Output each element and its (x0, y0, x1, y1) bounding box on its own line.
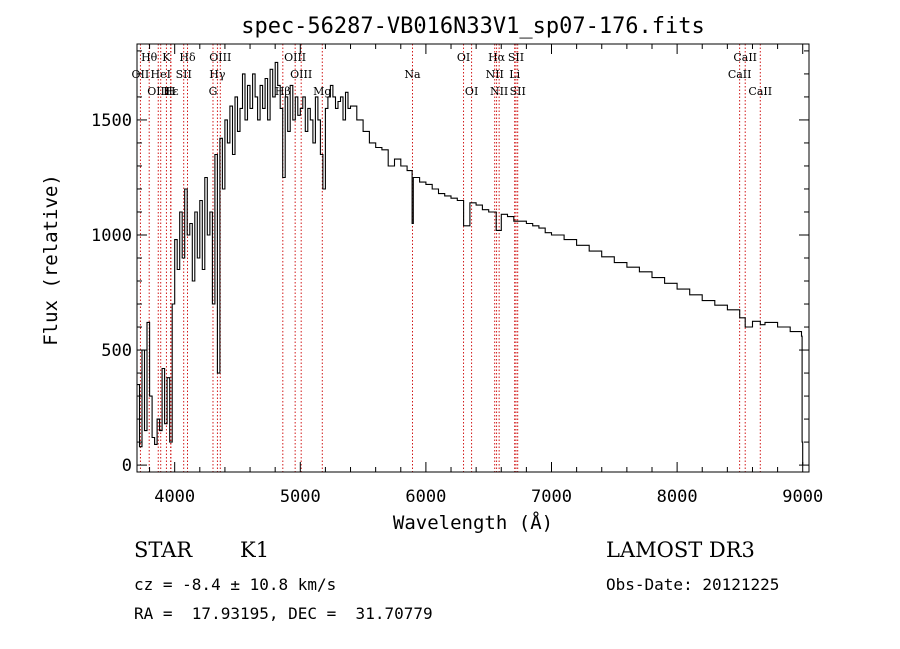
y-axis-label: Flux (relative) (40, 174, 62, 346)
y-tick-label: 1500 (91, 111, 132, 131)
spectral-line-label: CaII (748, 85, 772, 98)
object-subclass: K1 (240, 538, 270, 562)
spectral-line-label: SII (176, 68, 192, 81)
x-tick-label: 8000 (657, 487, 698, 507)
spectral-line-label: SII (508, 51, 524, 64)
spectral-line-label: K (162, 51, 171, 64)
spectral-line-label: CaII (733, 51, 757, 64)
spectral-line-label: Hδ (179, 51, 196, 64)
spectral-line-label: OIII (284, 51, 306, 64)
spectral-line-label: OIII (147, 85, 169, 98)
spectral-line-label: NII (486, 68, 504, 81)
x-tick-label: 7000 (531, 487, 572, 507)
x-tick-label: 5000 (280, 487, 321, 507)
x-tick-label: 9000 (782, 487, 823, 507)
x-tick-label: 4000 (154, 487, 195, 507)
spectral-line-label: OIII (209, 51, 231, 64)
spectral-line-label: Mg (313, 85, 331, 98)
coordinates: RA = 17.93195, DEC = 31.70779 (134, 604, 433, 623)
spectral-line-label: HeI (151, 68, 171, 81)
x-tick-label: 6000 (405, 487, 446, 507)
survey-name: LAMOST DR3 (606, 538, 755, 562)
spectral-line-label: Hα (488, 51, 506, 64)
spectral-line-label: Hθ (141, 51, 158, 64)
spectral-line-label: SII (510, 85, 526, 98)
spectral-line-label: Hγ (209, 68, 226, 81)
spectral-line-label: Na (404, 68, 421, 81)
spectral-line-label: Li (509, 68, 520, 81)
object-class: STAR (134, 538, 193, 562)
y-tick-label: 1000 (91, 226, 132, 246)
x-axis-label: Wavelength (Å) (393, 511, 553, 534)
observation-date: Obs-Date: 20121225 (606, 575, 780, 594)
spectral-line-label: OI (457, 51, 470, 64)
redshift-velocity: cz = -8.4 ± 10.8 km/s (134, 575, 337, 594)
spectral-line-label: G (209, 85, 218, 98)
spectral-line-markers (139, 44, 761, 472)
y-tick-label: 500 (101, 341, 132, 361)
chart-title: spec-56287-VB016N33V1_sp07-176.fits (241, 14, 705, 39)
y-tick-label: 0 (122, 456, 132, 476)
x-axis-ticks: 4000 5000 6000 7000 8000 9000 (149, 44, 823, 507)
spectral-line-label: CaII (728, 68, 752, 81)
spectrum-series-line (137, 61, 804, 466)
spectral-line-label: NII (490, 85, 508, 98)
y-axis-ticks: 0 500 1000 1500 (91, 50, 809, 476)
spectral-line-label: OII (132, 68, 150, 81)
spectral-line-label: Hε (163, 85, 179, 98)
spectral-line-label: OI (465, 85, 478, 98)
spectral-line-label: H (166, 85, 176, 98)
spectral-line-label: OIII (290, 68, 312, 81)
spectral-line-label: Hβ (275, 85, 291, 98)
